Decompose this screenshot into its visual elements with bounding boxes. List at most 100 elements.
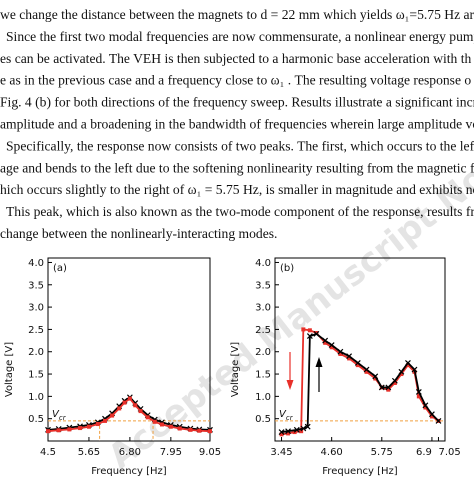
- y-tick-label: 0.5: [28, 414, 44, 425]
- text-line: Specifically, the response now consists …: [6, 138, 474, 153]
- marker: [392, 380, 397, 385]
- text-line: Fig. 4 (b) for both directions of the fr…: [0, 95, 474, 111]
- marker: [398, 368, 405, 375]
- panel-label: (a): [53, 263, 67, 274]
- marker: [102, 418, 107, 423]
- annotation-sub: cr: [59, 414, 67, 422]
- marker: [78, 426, 83, 431]
- text-line: e as in the previous case and a frequenc…: [0, 73, 471, 88]
- marker: [423, 405, 428, 410]
- marker: [428, 411, 435, 418]
- marker: [300, 425, 307, 432]
- marker: [86, 424, 91, 429]
- marker: [286, 431, 291, 436]
- marker: [385, 384, 392, 391]
- marker: [95, 422, 100, 427]
- marker: [411, 366, 418, 373]
- x-tick-label: 5.65: [78, 447, 100, 458]
- annotation-sub: cr: [286, 414, 294, 422]
- y-tick-label: 2.0: [255, 347, 271, 358]
- annotation: Vcr: [279, 409, 294, 422]
- marker: [347, 356, 352, 361]
- marker: [322, 337, 329, 344]
- marker: [373, 376, 378, 381]
- marker: [301, 327, 306, 332]
- marker: [117, 406, 122, 411]
- marker: [323, 340, 328, 345]
- marker: [279, 432, 284, 437]
- y-axis-label: Voltage [V]: [230, 342, 241, 397]
- marker: [364, 369, 369, 374]
- marker: [122, 400, 127, 405]
- y-tick-label: 3.5: [28, 280, 44, 291]
- y-tick-label: 1.5: [28, 370, 44, 381]
- x-tick-label: 6.9: [416, 447, 432, 458]
- plot-frame: [274, 257, 446, 442]
- marker: [416, 394, 421, 399]
- x-tick-label: 4.60: [321, 447, 343, 458]
- series-line: [281, 328, 439, 436]
- text-line: hich occurs slightly to the right of ω₁ …: [0, 182, 474, 197]
- marker: [67, 427, 72, 432]
- marker: [363, 366, 370, 373]
- marker: [138, 409, 143, 414]
- x-tick-label: 5.75: [371, 447, 393, 458]
- text-line: amplitude and a broadening in the bandwi…: [0, 117, 474, 132]
- text-line: Since the first two modal frequencies ar…: [6, 29, 474, 44]
- chart: 0.5 1.0 1.5 2.0 2.5 3.0 3.5 4.0 3.45 4.60 5.75 6.9 7…: [230, 257, 461, 477]
- marker: [346, 353, 353, 360]
- plot-frame: [47, 257, 211, 442]
- marker: [159, 422, 164, 427]
- x-tick-label: 7.95: [160, 447, 182, 458]
- marker: [152, 419, 157, 424]
- text-line: we change the distance between the magne…: [0, 7, 474, 22]
- chart: 0.5 1.0 1.5 2.0 2.5 3.0 3.5 4.0 4.5 5.65 6.80 7.95 9…: [4, 257, 221, 477]
- y-tick-label: 3.0: [28, 303, 44, 314]
- x-tick-label: 9.05: [199, 447, 221, 458]
- marker: [197, 428, 202, 433]
- annotation: Vcr: [52, 409, 67, 422]
- marker: [145, 415, 150, 420]
- y-tick-label: 4.0: [28, 258, 44, 269]
- marker: [307, 328, 312, 333]
- marker: [405, 359, 411, 366]
- y-tick-label: 1.0: [28, 392, 44, 403]
- marker: [405, 363, 410, 368]
- x-tick-label: 6.80: [119, 447, 141, 458]
- y-tick-label: 1.5: [255, 370, 271, 381]
- y-tick-label: 4.0: [255, 258, 271, 269]
- annotation-main: V: [52, 409, 60, 420]
- marker: [304, 423, 311, 430]
- x-tick-label: 7.05: [438, 447, 460, 458]
- marker: [328, 342, 335, 348]
- x-axis-label: Frequency [Hz]: [322, 466, 398, 477]
- marker: [208, 429, 212, 434]
- annotation-main: V: [279, 409, 287, 420]
- sweep-arrows: [286, 352, 323, 392]
- marker: [391, 377, 398, 384]
- marker: [168, 424, 173, 429]
- marker: [329, 345, 334, 350]
- marker: [415, 388, 422, 395]
- y-tick-label: 2.5: [255, 325, 271, 336]
- y-tick-label: 2.5: [28, 325, 44, 336]
- text-line: age and bends to the left due to the sof…: [0, 160, 474, 175]
- marker: [372, 373, 379, 380]
- marker: [110, 413, 115, 418]
- series-line: [281, 332, 440, 433]
- y-tick-label: 3.5: [255, 280, 271, 291]
- y-tick-label: 2.0: [28, 347, 44, 358]
- y-tick-label: 1.0: [255, 392, 271, 403]
- marker: [177, 426, 182, 431]
- marker: [386, 387, 391, 392]
- y-axis-label: Voltage [V]: [4, 342, 15, 397]
- y-tick-label: 3.0: [255, 303, 271, 314]
- marker: [355, 363, 360, 368]
- x-tick-label: 3.45: [270, 447, 292, 458]
- marker: [429, 414, 434, 419]
- text-line: es can be activated. The VEH is then sub…: [0, 51, 472, 66]
- marker: [399, 372, 404, 377]
- marker: [378, 384, 385, 391]
- marker: [354, 359, 361, 366]
